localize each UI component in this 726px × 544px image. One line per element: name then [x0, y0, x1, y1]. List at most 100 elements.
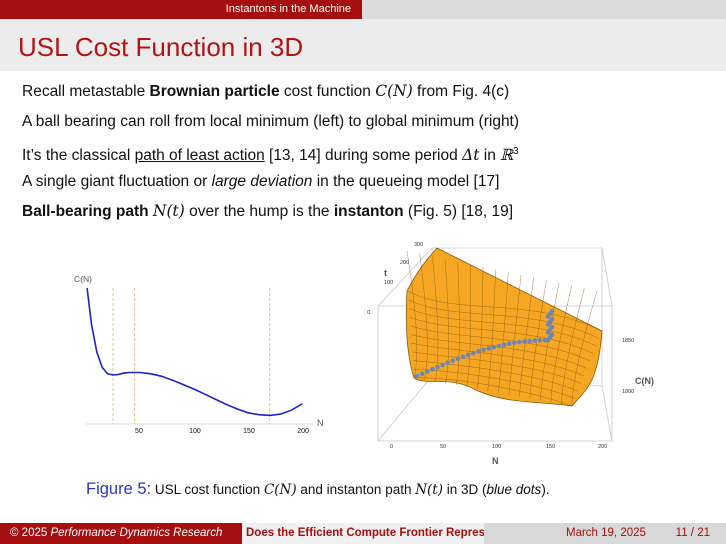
surface-mesh: [406, 250, 603, 407]
footer-date: March 19, 2025: [566, 527, 646, 539]
n-axis-label: N: [492, 456, 499, 466]
instanton-path-dot: [549, 332, 555, 338]
slide-title: USL Cost Function in 3D: [18, 32, 304, 62]
instanton-path-dot: [549, 316, 555, 322]
instanton-path-dot: [506, 341, 512, 346]
instanton-path-dot: [445, 360, 450, 366]
instanton-path-dot: [527, 338, 532, 344]
instanton-path-dot: [435, 364, 440, 370]
page-number[interactable]: 11 / 21: [675, 527, 710, 539]
x-tick-label: 200: [297, 428, 309, 435]
math-expression: Δt: [462, 146, 480, 165]
reference-lines: [112, 288, 271, 424]
mesh-line: [561, 288, 585, 405]
underlined-link-text[interactable]: path of least action: [134, 147, 265, 165]
footer-talk-title: Does the Efficient Compute Frontier Repr…: [242, 523, 484, 544]
instanton-path-dot: [481, 347, 486, 353]
t-axis-label: t: [384, 268, 387, 278]
bullet-text: [13, 14] during some period: [264, 147, 463, 165]
cost-function-3d-surface-plot: 0 50 100 150 200 0 100 200 300 1800 1850 t N C(N): [367, 242, 654, 466]
instanton-path-dot: [430, 367, 435, 372]
cost-function-2d-plot: C(N) N 50 100 150 200: [74, 274, 324, 435]
superscript: 3: [513, 146, 519, 157]
caption-italic-text: blue dots: [486, 482, 542, 497]
mesh-line: [466, 264, 471, 388]
instanton-path-dot: [455, 356, 461, 361]
mesh-line: [498, 272, 509, 393]
instanton-path-dot: [522, 339, 527, 344]
mesh-line: [519, 277, 534, 397]
organization-name: Performance Dynamics Research: [50, 527, 223, 539]
instanton-path-dot: [537, 338, 543, 343]
top-navigation-bar: Instantons in the Machine: [0, 0, 726, 19]
bullet-text: in: [479, 147, 501, 165]
figure-number: Figure 5:: [86, 480, 152, 498]
mesh-line: [409, 308, 597, 347]
instanton-path-dot: [424, 369, 430, 374]
bullet-1: Recall metastable Brownian particle cost…: [22, 79, 712, 109]
math-symbol: ℝ: [500, 146, 514, 165]
instanton-path-dot: [450, 358, 456, 363]
mesh-line: [408, 299, 600, 339]
instanton-path-dot: [491, 344, 497, 350]
x-tick-label: 100: [189, 428, 201, 435]
n-tick-label: 200: [598, 444, 607, 450]
figure-caption: Figure 5: USL cost function C(N) and ins…: [86, 480, 550, 498]
section-title[interactable]: Instantons in the Machine: [0, 0, 362, 19]
t-tick-label: 200: [400, 260, 409, 266]
bullet-text: from Fig. 4(c): [412, 83, 510, 100]
x-tick-labels: 50 100 150 200: [135, 428, 309, 435]
t-tick-label: 300: [414, 242, 423, 248]
instanton-path-dot: [501, 342, 507, 347]
instanton-path-dot: [512, 340, 517, 346]
c-tick-label: 1800: [622, 389, 634, 395]
mesh-line: [410, 325, 591, 362]
mesh-line: [413, 377, 573, 407]
bullet-2: A ball bearing can roll from local minim…: [22, 109, 712, 139]
footer-bar: © 2025 Performance Dynamics Research Doe…: [0, 523, 726, 544]
bullet-text: in the queueing model [17]: [312, 173, 500, 190]
mesh-line: [411, 342, 585, 377]
n-tick-label: 100: [492, 444, 501, 450]
x-tick-label: 150: [243, 428, 255, 435]
instanton-path-dot: [517, 339, 522, 345]
mesh-line: [407, 290, 603, 332]
c-axis-label: C(N): [635, 376, 654, 386]
mesh-line: [432, 256, 439, 382]
instanton-path-dot: [496, 343, 502, 349]
t-tick-label: 0: [367, 310, 370, 316]
math-expression: C(N): [375, 82, 413, 100]
math-expression: N(t): [152, 202, 185, 220]
mesh-line: [487, 269, 496, 392]
t-tick-label: 100: [384, 280, 393, 286]
instanton-path-dot: [419, 371, 425, 376]
n-tick-label: 150: [546, 444, 555, 450]
instanton-path-dot: [549, 309, 555, 314]
mesh-line: [540, 282, 560, 401]
bullet-bold-text: Ball-bearing path: [22, 203, 149, 220]
instanton-path-dot: [532, 338, 538, 343]
instanton-path-dot: [440, 362, 445, 368]
mesh-line: [412, 351, 582, 384]
n-tick-label: 0: [390, 444, 393, 450]
bullet-list: Recall metastable Brownian particle cost…: [22, 79, 712, 229]
mesh-line: [455, 261, 460, 386]
instanton-path-dot: [414, 373, 420, 379]
bullet-5: Ball-bearing path N(t) over the hump is …: [22, 199, 712, 229]
math-expression: C(N): [263, 482, 297, 498]
bullet-text: It’s the classical: [22, 147, 135, 165]
bullet-4: A single giant fluctuation or large devi…: [22, 169, 712, 199]
instanton-path-dot: [486, 346, 491, 351]
footer-date-page: March 19, 2025 11 / 21: [484, 523, 726, 544]
instanton-path-dot: [476, 349, 481, 354]
mesh-line: [444, 258, 449, 384]
instanton-path-dots: [414, 309, 555, 379]
mesh-line: [409, 316, 594, 354]
bullet-text: Recall metastable: [22, 83, 150, 100]
footer-author: © 2025 Performance Dynamics Research: [0, 523, 242, 544]
y-axis-label: C(N): [74, 274, 92, 284]
bullet-text: (Fig. 5) [18, 19]: [403, 203, 514, 220]
bullet-bold-text: Brownian particle: [149, 83, 280, 100]
x-axis-label: N: [317, 418, 324, 428]
bullet-bold-text: instanton: [333, 203, 404, 220]
